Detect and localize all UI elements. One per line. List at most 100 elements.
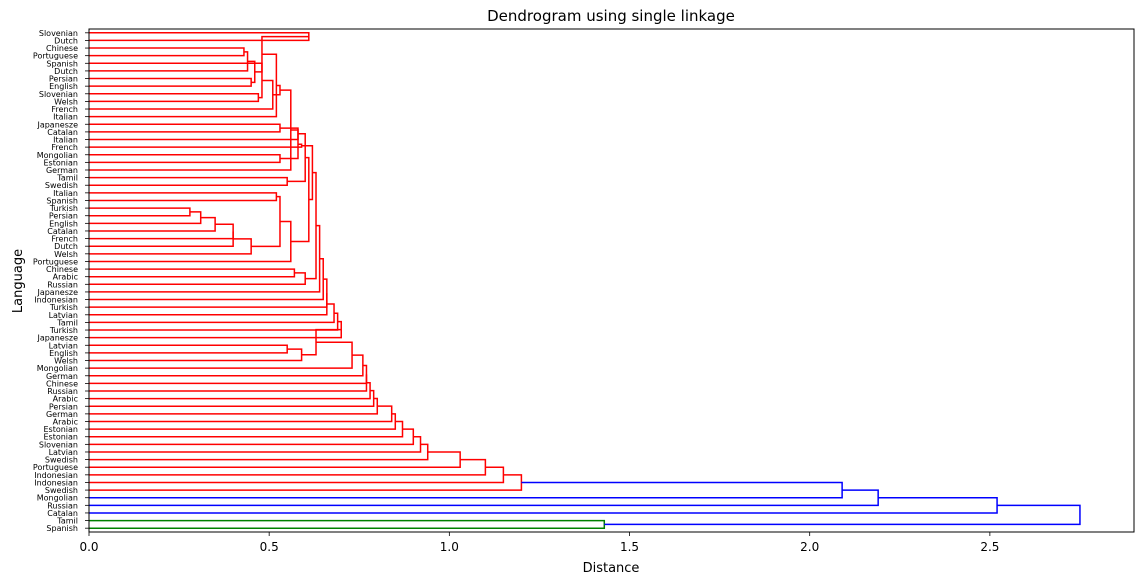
dendrogram-link: [89, 231, 234, 247]
dendrogram-link: [89, 413, 397, 430]
dendrogram-link: [89, 93, 260, 103]
dendrogram-link: [89, 344, 288, 354]
dendrogram-link: [89, 89, 292, 171]
leaf-label: Welsh: [54, 250, 78, 259]
dendrogram-link: [301, 328, 342, 356]
leaf-label: Dutch: [54, 36, 78, 45]
leaf-label: Chinese: [46, 44, 78, 53]
leaf-label: Arabic: [53, 395, 78, 404]
leaf-label: Persian: [49, 212, 78, 221]
dendrogram-link: [89, 519, 606, 529]
leaf-label: Spanish: [46, 196, 78, 205]
leaf-label: Turkish: [49, 326, 78, 335]
leaf-label: French: [51, 143, 78, 152]
x-tick-label: 0.5: [260, 540, 279, 554]
dendrogram-link: [89, 216, 216, 232]
leaf-label: Arabic: [53, 417, 78, 426]
dendrogram-link: [287, 133, 306, 183]
dendrogram-link: [89, 51, 249, 72]
dendrogram-link: [89, 176, 288, 186]
leaf-label: Dutch: [54, 242, 78, 251]
leaf-label: Welsh: [54, 357, 78, 366]
dendrogram-link: [89, 77, 252, 87]
leaf-label: Tamil: [56, 517, 78, 526]
dendrogram-link: [89, 268, 296, 278]
leaf-label: Slovenian: [39, 90, 78, 99]
dendrogram-link: [89, 211, 202, 225]
x-tick-label: 2.0: [800, 540, 819, 554]
leaf-label: Russian: [47, 501, 78, 510]
leaf-label: Mongolian: [37, 151, 78, 160]
leaf-label: Slovenian: [39, 440, 78, 449]
leaf-label: Italian: [53, 189, 78, 198]
leaf-label: English: [49, 82, 78, 91]
x-tick-label: 1.5: [620, 540, 639, 554]
leaf-label: German: [46, 166, 78, 175]
leaf-label: Chinese: [46, 379, 78, 388]
leaf-label: Indonesian: [34, 296, 78, 305]
dendrogram-link: [89, 489, 879, 507]
leaf-label: German: [46, 372, 78, 381]
dendrogram-link: [89, 303, 335, 324]
leaf-label: Catalan: [47, 509, 78, 518]
leaf-label: Turkish: [49, 303, 78, 312]
x-tick-label: 0.0: [79, 540, 98, 554]
dendrogram-link: [89, 123, 281, 133]
leaf-label: Russian: [47, 280, 78, 289]
leaf-label: Indonesian: [34, 478, 78, 487]
dendrogram-link: [89, 293, 328, 316]
dendrogram-link: [89, 127, 299, 141]
dendrogram-link: [89, 348, 303, 362]
leaf-labels: SlovenianDutchChinesePortugueseSpanishDu…: [33, 29, 89, 533]
dendrogram-link: [89, 354, 364, 377]
leaf-label: Japanesze: [36, 288, 78, 297]
leaf-label: Mongolian: [37, 494, 78, 503]
leaf-label: Swedish: [45, 181, 78, 190]
leaf-label: Japanesze: [36, 334, 78, 343]
leaf-label: Latvian: [49, 448, 78, 457]
dendrogram-link: [290, 156, 310, 243]
dendrogram-link: [89, 374, 368, 392]
dendrogram-link: [604, 504, 1081, 526]
plot-frame: [88, 28, 1135, 533]
leaf-label: Chinese: [46, 265, 78, 274]
leaf-label: Arabic: [53, 273, 78, 282]
leaf-label: French: [51, 235, 78, 244]
leaf-label: English: [49, 219, 78, 228]
leaf-label: Swedish: [45, 486, 78, 495]
dendrogram-link: [89, 312, 339, 331]
dendrogram-link: [89, 192, 278, 202]
leaf-label: Catalan: [47, 227, 78, 236]
dendrogram-link: [89, 207, 191, 217]
dendrogram-links: [89, 32, 1081, 529]
dendrogram-link: [89, 272, 306, 286]
x-tick-label: 2.5: [980, 540, 999, 554]
leaf-label: Indonesian: [34, 471, 78, 480]
leaf-label: Latvian: [49, 311, 78, 320]
dendrogram-link: [89, 458, 487, 476]
leaf-label: Welsh: [54, 97, 78, 106]
leaf-label: Italian: [53, 136, 78, 145]
dendrogram-link: [279, 129, 299, 160]
dendrogram-link: [89, 224, 321, 293]
leaf-label: Turkish: [49, 204, 78, 213]
x-axis-label: Distance: [583, 561, 640, 576]
leaf-label: Mongolian: [37, 364, 78, 373]
dendrogram-link: [89, 364, 368, 385]
x-axis-ticks: 0.0 0.5 1.0 1.5 2.0 2.5: [79, 532, 999, 554]
dendrogram-link: [89, 47, 245, 57]
dendrogram-link: [305, 171, 317, 280]
dendrogram-link: [89, 238, 252, 255]
dendrogram-link: [89, 220, 292, 263]
y-axis-label: Language: [11, 249, 26, 313]
dendrogram-link: [89, 154, 281, 164]
leaf-label: Japanesze: [36, 120, 78, 129]
leaf-label: Tamil: [56, 174, 78, 183]
dendrogram-link: [301, 144, 314, 201]
leaf-label: Russian: [47, 387, 78, 396]
leaf-label: German: [46, 410, 78, 419]
chart-title: Dendrogram using single linkage: [487, 7, 735, 25]
dendrogram-link: [251, 195, 281, 248]
leaf-label: Estonian: [43, 425, 78, 434]
